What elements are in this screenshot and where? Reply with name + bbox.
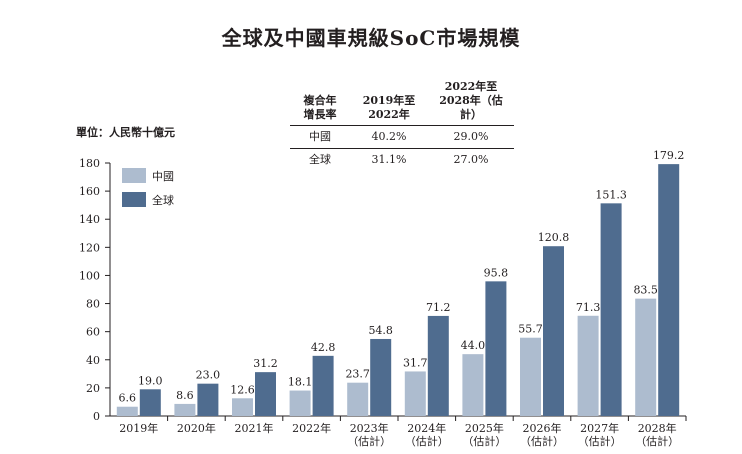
bar-global [312,355,334,416]
legend-swatch-china [122,168,146,183]
bar-china [289,390,311,416]
bar-china [520,337,541,416]
data-label-china: 18.1 [288,376,313,389]
data-label-china: 44.0 [461,339,486,352]
y-tick-label: 180 [79,157,100,170]
cagr-cell: 中國 [290,125,350,149]
legend-swatch-global [122,192,146,207]
cagr-row-global: 全球 31.1% 27.0% [290,149,514,172]
x-tick-label-line: （估計） [578,434,622,448]
y-tick-label: 100 [79,269,100,282]
bar-global [658,164,680,416]
y-tick-label: 40 [86,354,100,367]
cagr-cell: 31.1% [371,153,407,166]
x-tick-label-line: 2024年 [407,421,446,435]
bar-global [197,383,219,416]
x-tick-label: 2021年 [235,421,274,435]
data-label-china: 12.6 [230,383,255,396]
x-tick-label-line: （估計） [462,434,506,448]
y-tick-label: 0 [93,410,100,423]
x-tick-label-line: （估計） [520,434,564,448]
x-tick-label-line: 2019年 [119,421,158,435]
unit-label: 單位：人民幣十億元 [76,126,175,139]
legend-label-global: 全球 [152,193,174,207]
y-tick-label: 20 [86,382,100,395]
bar-china [116,406,138,416]
chart-title: 全球及中國車規級SoC市場規模 [221,26,521,50]
data-label-china: 31.7 [403,356,428,369]
data-label-china: 71.3 [576,301,601,314]
bar-global [485,281,507,416]
x-tick-label-line: 2022年 [292,421,331,435]
bar-china [404,371,426,416]
data-label-global: 179.2 [653,149,685,162]
x-tick-label: 2025年（估計） [462,421,506,448]
x-tick-label: 2028年（估計） [635,421,679,448]
cagr-header-2019-2022: 2019年至 2022年 [350,78,428,126]
x-tick-label-line: 2025年 [465,421,504,435]
cagr-header-2019-2022-text: 2019年至 2022年 [362,94,416,121]
cagr-row-china: 中國 40.2% 29.0% [290,125,514,149]
y-tick-label: 160 [79,185,100,198]
x-tick-label-line: 2023年 [350,421,389,435]
x-tick-label-line: 2026年 [523,421,562,435]
bar-global [139,389,161,416]
cagr-cell: 全球 [309,153,331,166]
cagr-header-label: 複合年 增長率 [290,78,350,126]
x-tick-label: 2024年（估計） [405,421,449,448]
data-label-global: 19.0 [138,374,163,387]
y-tick-label: 60 [86,326,100,339]
x-tick-label: 2026年（估計） [520,421,564,448]
data-label-china: 23.7 [345,368,370,381]
cagr-header-label-text: 複合年 增長率 [303,94,337,121]
data-label-global: 71.2 [426,301,451,314]
y-tick-label: 140 [79,213,100,226]
cagr-cell: 29.0% [428,125,514,149]
data-label-global: 54.8 [368,324,393,337]
x-tick-label-line: （估計） [405,434,449,448]
x-tick-label-line: （估計） [635,434,679,448]
x-tick-label-line: （估計） [347,434,391,448]
data-label-global: 120.8 [538,231,570,244]
data-label-china: 8.6 [176,389,194,402]
bar-global [427,315,449,416]
bar-global [255,372,276,416]
data-label-china: 83.5 [633,284,658,297]
bar-china [577,315,599,416]
bar-global [600,203,622,416]
data-label-china: 55.7 [518,323,543,336]
y-tick-label: 120 [79,241,100,254]
cagr-header-2022-2028-text: 2022年至 2028年（估計） [439,80,503,121]
cagr-table: 複合年 增長率 2019年至 2022年 2022年至 2028年（估計） 中國… [290,78,514,171]
x-tick-label: 2022年 [292,421,331,435]
bar-china [462,354,484,416]
data-label-global: 31.2 [253,357,278,370]
bar-china [347,382,369,416]
bar-global [543,246,564,416]
cagr-header-row: 複合年 增長率 2019年至 2022年 2022年至 2028年（估計） [290,78,514,126]
bar-china [232,398,253,416]
legend-label-china: 中國 [152,170,174,183]
x-tick-label: 2020年 [177,421,216,435]
data-label-china: 6.6 [119,392,137,405]
bar-china [635,298,657,416]
x-tick-label-line: 2021年 [235,421,274,435]
bar-china [174,403,196,416]
y-tick-label: 80 [86,298,100,311]
data-label-global: 95.8 [484,266,509,279]
data-label-global: 42.8 [311,341,336,354]
x-tick-label-line: 2027年 [580,421,619,435]
x-tick-label-line: 2020年 [177,421,216,435]
cagr-cell: 40.2% [350,125,428,149]
x-tick-label: 2023年（估計） [347,421,391,448]
x-tick-label-line: 2028年 [638,421,677,435]
x-tick-label: 2019年 [119,421,158,435]
cagr-header-2022-2028: 2022年至 2028年（估計） [428,78,514,126]
x-tick-label: 2027年（估計） [578,421,622,448]
data-label-global: 23.0 [196,369,221,382]
bar-global [370,338,392,416]
cagr-cell: 27.0% [453,153,489,166]
data-label-global: 151.3 [595,188,627,201]
